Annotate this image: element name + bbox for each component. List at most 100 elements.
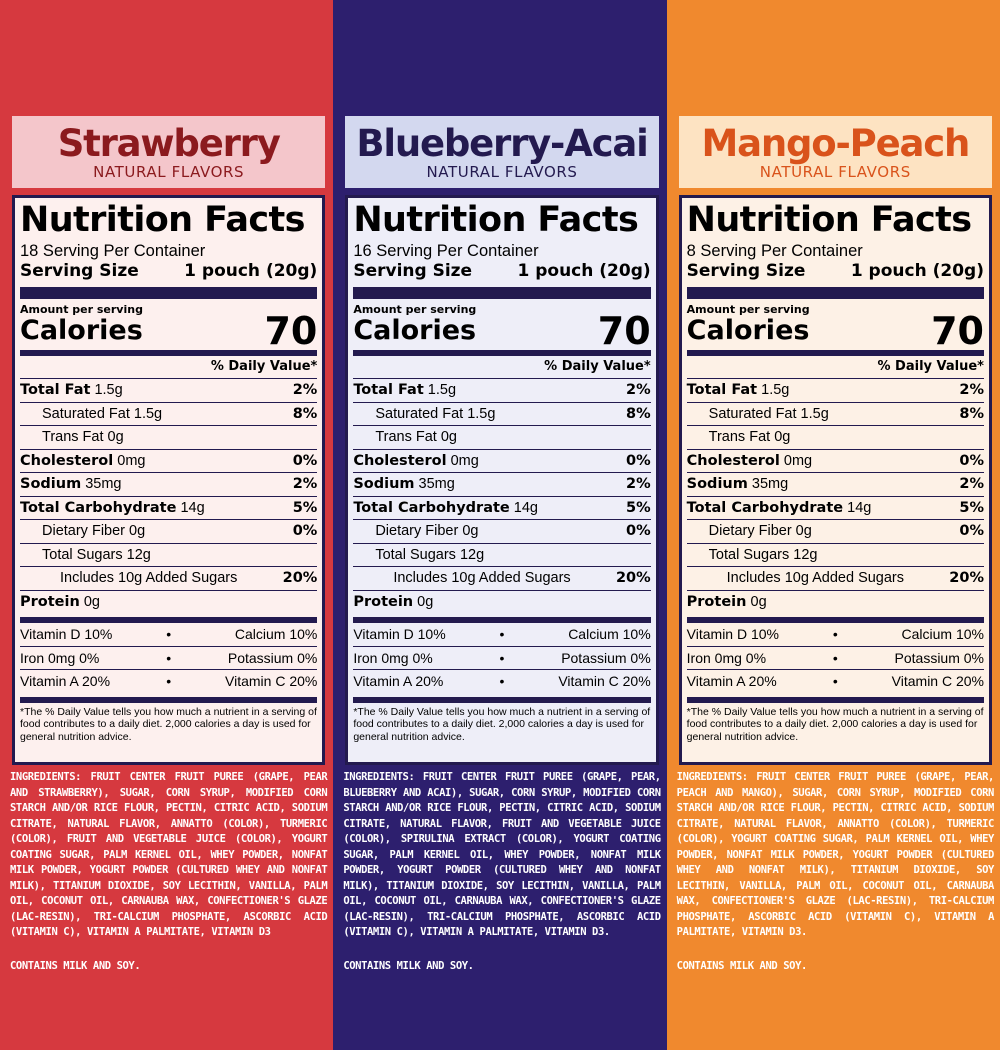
vitamin-left: Vitamin D 10% [686,626,779,642]
nutrient-daily-value: 8% [626,405,651,422]
nutrient-row: Dietary Fiber 0g 0% [20,520,318,544]
nutrient-name: Sodium [353,476,415,492]
nutrient-label: Protein 0g [687,591,767,614]
nutrition-facts-title: Nutrition Facts [20,200,305,240]
nutrient-label: Dietary Fiber 0g [42,520,145,543]
bullet-dot-icon: • [166,626,172,642]
amount-per-serving: Amount per serving [20,303,143,316]
medium-divider [353,617,651,623]
bullet-dot-icon: • [832,626,838,642]
serving-size-line: Serving Size 1 pouch (20g) [687,260,984,282]
daily-value-header: % Daily Value* [20,356,318,379]
vitamin-row: Vitamin D 10% • Calcium 10% [20,623,317,647]
nutrient-name: Saturated Fat 1.5g [708,405,829,422]
serving-size-value: 1 pouch (20g) [517,261,651,281]
nutrient-label: Trans Fat 0g [42,426,124,449]
nutrition-facts-title: Nutrition Facts [353,200,639,240]
nutrient-row: Total Sugars 12g [353,544,651,567]
nutrient-row: Protein 0g [353,591,650,614]
calories-line: Calories 70 [686,312,984,350]
calories-label: Calories [686,315,810,346]
nutrient-daily-value: 5% [292,499,318,516]
calories-label: Calories [353,315,477,346]
nutrient-label: Includes 10g Added Sugars [393,567,570,590]
nutrient-amount: 35mg [751,476,789,492]
nutrient-name: Total Fat [686,382,758,398]
nutrient-row: Protein 0g [687,591,984,614]
nutrient-daily-value: 2% [292,382,318,398]
nutrient-name: Sodium [686,476,748,492]
nutrient-label: Protein 0g [20,591,100,614]
amount-per-serving: Amount per serving [353,303,477,316]
vitamin-row: Vitamin A 20% • Vitamin C 20% [687,670,984,693]
nutrient-label: Cholesterol 0mg [20,450,145,473]
nutrient-daily-value: 20% [282,570,318,586]
vitamin-right: Potassium 0% [561,649,651,666]
servings-per-container: 16 Serving Per Container [353,242,539,260]
nutrient-amount: 0g [750,593,767,610]
nutrient-amount: 0mg [450,452,479,469]
flavor-header: Mango-Peach NATURAL FLAVORS [678,116,992,188]
medium-divider [20,696,318,703]
nutrient-amount: 1.5g [94,382,123,398]
serving-size-label: Serving Size [20,261,139,281]
flavor-subtitle: NATURAL FLAVORS [759,163,911,181]
nutrient-name: Total Sugars 12g [375,546,485,563]
serving-size-line: Serving Size 1 pouch (20g) [353,260,650,282]
servings-per-container: 8 Serving Per Container [686,242,863,260]
vitamin-row: Vitamin D 10% • Calcium 10% [353,623,651,647]
flavor-subtitle: NATURAL FLAVORS [426,163,578,181]
bullet-dot-icon: • [832,673,838,689]
nutrient-rows: Total Fat 1.5g 2% Saturated Fat 1.5g 8% Tran… [686,379,984,614]
vitamin-right: Calcium 10% [234,626,318,642]
flavor-header: Blueberry-Acai NATURAL FLAVORS [345,116,659,188]
vitamin-left: Iron 0mg 0% [353,649,433,666]
serving-size-line: Serving Size 1 pouch (20g) [20,260,317,282]
nutrient-amount: 14g [847,499,872,516]
nutrient-row: Cholesterol 0mg 0% [20,450,318,473]
vitamin-row: Vitamin D 10% • Calcium 10% [686,623,984,647]
nutrient-daily-value: 5% [959,499,984,516]
serving-size-value: 1 pouch (20g) [850,261,984,281]
nutrient-amount: 1.5g [427,382,457,398]
vitamin-left: Vitamin A 20% [20,673,111,689]
serving-size-value: 1 pouch (20g) [184,261,318,281]
nutrient-name: Includes 10g Added Sugars [60,570,238,586]
bullet-dot-icon: • [166,673,172,689]
nutrient-label: Saturated Fat 1.5g [375,403,495,426]
nutrient-daily-value: 5% [626,499,651,516]
nutrient-name: Trans Fat 0g [708,429,791,445]
nutrient-label: Total Carbohydrate 14g [687,497,872,520]
allergen-statement: CONTAINS MILK AND SOY. [10,959,141,972]
vitamin-rows: Vitamin D 10% • Calcium 10% Iron 0mg 0% • Pot… [353,623,651,693]
nutrient-daily-value: 2% [959,382,984,398]
nutrient-amount: 0mg [783,452,813,469]
nutrient-daily-value: 8% [959,405,984,422]
nutrient-name: Total Carbohydrate [353,499,510,516]
nutrient-daily-value: 2% [626,476,651,492]
daily-value-header: % Daily Value* [686,356,984,379]
calories-value: 70 [264,309,318,353]
nutrient-name: Total Sugars 12g [708,546,818,563]
nutrient-label: Sodium 35mg [20,473,122,496]
medium-divider [353,350,651,356]
nutrient-row: Sodium 35mg 2% [353,473,651,497]
vitamin-row: Iron 0mg 0% • Potassium 0% [20,647,317,670]
servings-per-container: 18 Serving Per Container [20,242,206,260]
nutrient-row: Sodium 35mg 2% [686,473,984,497]
nutrient-name: Includes 10g Added Sugars [393,570,571,586]
nutrient-label: Includes 10g Added Sugars [727,567,904,590]
nutrient-label: Total Carbohydrate 14g [20,497,205,520]
thick-divider [20,287,318,299]
vitamin-row: Iron 0mg 0% • Potassium 0% [353,647,651,670]
medium-divider [686,696,984,703]
vitamin-left: Iron 0mg 0% [686,649,767,666]
nutrient-label: Total Fat 1.5g [687,379,790,402]
nutrient-row: Saturated Fat 1.5g 8% [20,403,318,426]
nutrient-amount: 0mg [117,452,146,469]
panel-blueberry-acai: Blueberry-Acai NATURAL FLAVORS Nutrition… [333,0,667,1050]
daily-value-footnote: *The % Daily Value tells you how much a … [20,705,317,743]
serving-size-label: Serving Size [353,261,473,281]
nutrient-label: Dietary Fiber 0g [375,520,478,543]
nutrient-amount: 35mg [418,476,455,492]
